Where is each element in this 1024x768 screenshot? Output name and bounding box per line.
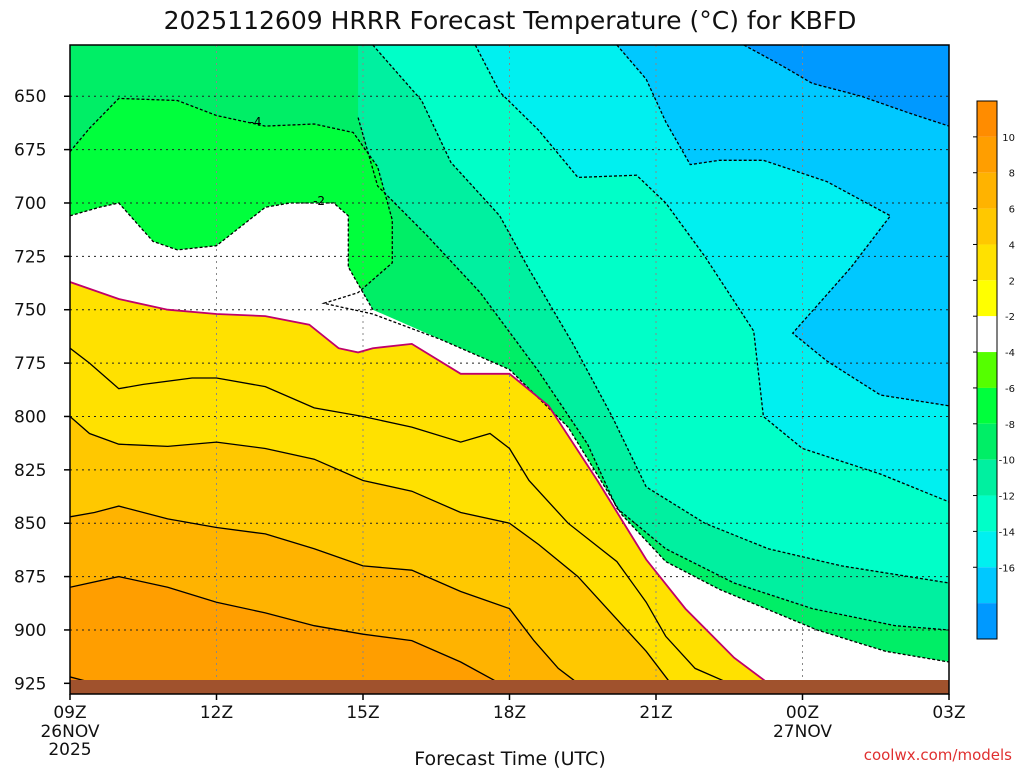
colorbar-tick-label: -6 (1005, 384, 1015, 395)
colorbar-tick-label: -8 (1005, 420, 1015, 431)
y-tick-label: 900 (14, 621, 46, 641)
colorbar-frame (976, 100, 998, 640)
colorbar: 10 8 6 4 2 -2 -4 -6 -8 -10 -12 -14 -16 (973, 100, 1015, 640)
colorbar-band (977, 423, 997, 460)
isotherm--6 (357, 117, 949, 631)
colorbar-band (977, 459, 997, 496)
x-tick-label: 21Z (639, 703, 672, 723)
x-tick-sublabel: 2025 (48, 740, 91, 760)
y-tick-label: 800 (14, 407, 46, 427)
colorbar-band (977, 316, 997, 353)
colorbar-band (977, 567, 997, 604)
isotherm--2 (70, 202, 374, 311)
chart-title: 2025112609 HRRR Forecast Temperature (°C… (164, 6, 857, 35)
isotherm-4 (70, 416, 672, 684)
y-tick-label: 875 (14, 568, 46, 588)
colorbar-band (977, 495, 997, 532)
colorbar-band (977, 101, 997, 137)
colorbar-tick-label: 6 (1009, 205, 1015, 216)
isotherm-0 (70, 281, 769, 685)
colorbar-band (977, 603, 997, 639)
isotherm--10 (474, 45, 949, 503)
contour-label: -2 (313, 194, 325, 208)
x-tick-label: 12Z (200, 703, 233, 723)
y-tick-label: 725 (14, 247, 46, 267)
x-tick-label: 18Z (493, 703, 526, 723)
colorbar-tick-label: -12 (999, 492, 1015, 503)
colorbar-band (977, 244, 997, 281)
colorbar-tick-label: 10 (1002, 133, 1015, 144)
y-tick-label: 775 (14, 354, 46, 374)
x-tick-label: 15Z (346, 703, 379, 723)
y-tick-label: 850 (14, 514, 46, 534)
isotherm-8 (70, 575, 501, 684)
colorbar-band (977, 172, 997, 209)
isotherm--4 (70, 97, 949, 663)
colorbar-band (977, 280, 997, 317)
y-tick-label: 675 (14, 141, 46, 161)
colorbar-tick-label: -14 (999, 527, 1015, 538)
temperature-fills (70, 45, 949, 694)
colorbar-band (977, 136, 997, 173)
x-tick-label: 00Z (786, 703, 819, 723)
isotherm--8 (372, 45, 949, 584)
colorbar-tick-label: -10 (999, 456, 1015, 467)
x-tick-sublabel: 26NOV (40, 722, 99, 742)
colorbar-tick-label: 4 (1009, 240, 1015, 251)
y-tick-label: 700 (14, 194, 46, 214)
colorbar-band (977, 208, 997, 245)
y-axis-ticks: 650 675 700 725 750 775 800 825 850 875 900 925 (14, 87, 70, 694)
colorbar-tick-label: -16 (999, 563, 1015, 574)
colorbar-tick-label: -4 (1005, 348, 1015, 359)
x-tick-label: 03Z (932, 703, 965, 723)
y-tick-label: 925 (14, 674, 46, 694)
credit-link[interactable]: coolwx.com/models (864, 746, 1012, 764)
colorbar-tick-label: -2 (1005, 312, 1015, 323)
y-tick-label: 825 (14, 461, 46, 481)
colorbar-tick-label: 8 (1009, 169, 1015, 180)
isotherm-6 (70, 505, 579, 684)
band-fill-above-8 (70, 576, 506, 694)
colorbar-band (977, 531, 997, 568)
x-tick-sublabel: 27NOV (773, 722, 832, 742)
isotherm-2 (70, 347, 730, 684)
colorbar-band (977, 387, 997, 424)
x-tick-label: 09Z (53, 703, 86, 723)
contour-label: -4 (250, 115, 262, 129)
isotherm--14 (743, 45, 949, 127)
colorbar-band (977, 352, 997, 388)
x-axis-label: Forecast Time (UTC) (414, 748, 605, 768)
y-tick-label: 750 (14, 301, 46, 321)
isotherm--12 (616, 45, 949, 407)
ground-surface (70, 680, 949, 694)
colorbar-tick-label: 2 (1009, 276, 1015, 287)
y-tick-label: 650 (14, 87, 46, 107)
